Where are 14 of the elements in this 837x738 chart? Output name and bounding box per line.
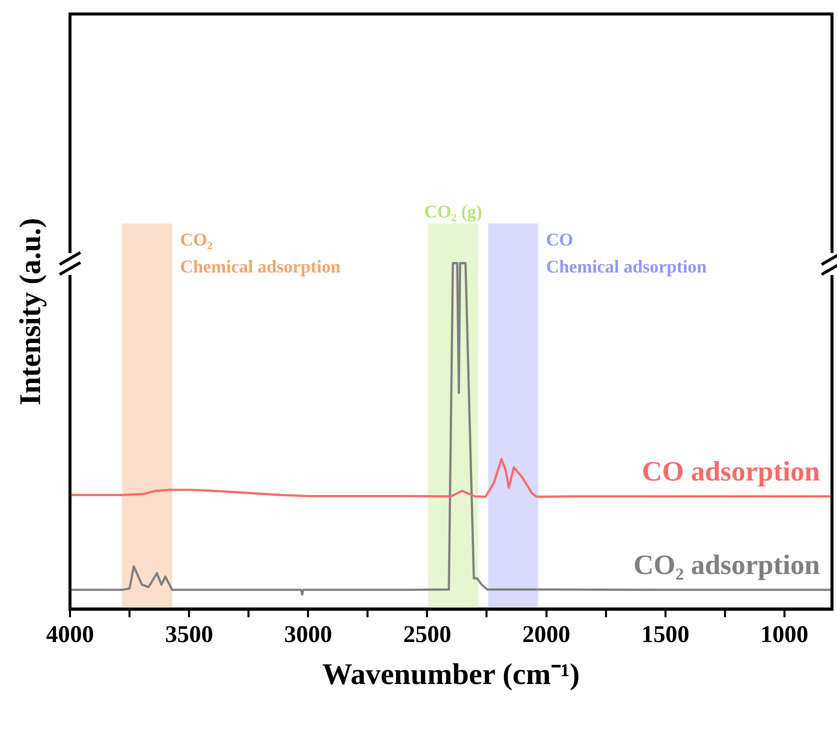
- x-tick-label: 3000: [284, 622, 332, 648]
- x-tick-label: 4000: [46, 622, 94, 648]
- series-label: CO₂ adsorption: [633, 550, 820, 581]
- band-label: CO₂ Chemical adsorption: [180, 230, 341, 277]
- y-axis-title: Intensity (a.u.): [14, 218, 47, 406]
- x-tick-label: 2000: [522, 622, 570, 648]
- x-tick-label: 1000: [760, 622, 808, 648]
- x-tick-label: 1500: [641, 622, 690, 648]
- band-label: CO Chemical adsorption: [546, 230, 707, 277]
- x-tick-label: 3500: [165, 622, 214, 648]
- x-tick-label: 2500: [403, 622, 452, 648]
- x-axis-title: Wavenumber (cm⁻¹): [322, 658, 580, 691]
- band-label: CO₂ (g): [424, 202, 482, 222]
- series-label: CO adsorption: [642, 456, 820, 488]
